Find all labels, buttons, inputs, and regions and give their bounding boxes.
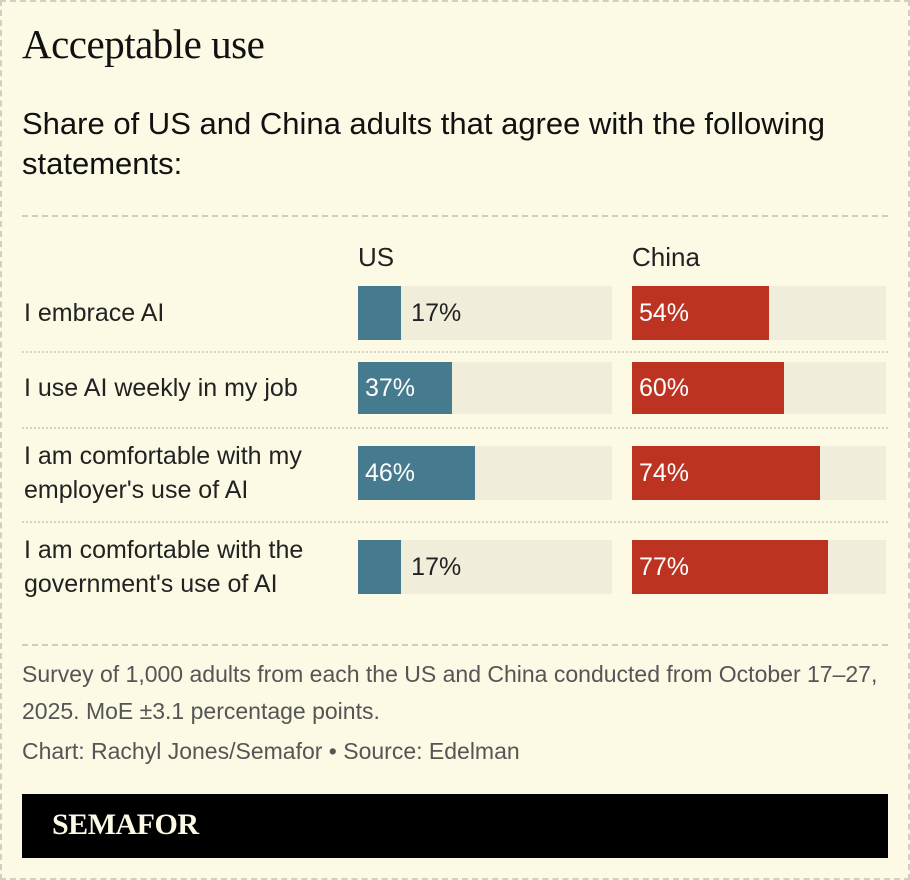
bar-us: [358, 362, 452, 414]
data-label: 37%: [365, 373, 416, 402]
column-header-china: China: [632, 242, 700, 272]
bar-us: [358, 540, 402, 594]
data-label: 17%: [411, 552, 462, 581]
bar-track-us: 37%: [358, 362, 612, 414]
row-label: I am comfortable with the government's u…: [24, 536, 304, 598]
divider: [22, 215, 888, 217]
data-label: 74%: [639, 458, 690, 487]
methodology-note: Survey of 1,000 adults from each the US …: [22, 661, 878, 724]
bar-china: [632, 362, 785, 414]
row-separator: [22, 521, 888, 523]
data-label: 77%: [639, 552, 690, 581]
row-label: I use AI weekly in my job: [24, 374, 298, 402]
chart-title: Acceptable use: [22, 21, 265, 67]
bar-us: [358, 446, 475, 500]
row-label: I embrace AI: [24, 299, 165, 327]
bar-track-us: 17%: [358, 540, 612, 594]
bar-us: [358, 286, 402, 340]
data-label: 54%: [639, 298, 690, 327]
bar-china: [632, 286, 770, 340]
bar-track-china: 60%: [632, 362, 886, 414]
source-credit: Chart: Rachyl Jones/Semafor • Source: Ed…: [22, 738, 520, 764]
bar-track-china: 77%: [632, 540, 886, 594]
bar-track-china: 54%: [632, 286, 886, 340]
data-label: 17%: [411, 298, 462, 327]
row-label: I am comfortable with my employer's use …: [24, 442, 302, 504]
row-separator: [22, 427, 888, 429]
bar-track-us: 17%: [358, 286, 612, 340]
row-separator: [22, 351, 888, 353]
footer-bar: SEMAFOR: [22, 794, 888, 858]
bar-track-us: 46%: [358, 446, 612, 500]
bar-track-china: 74%: [632, 446, 886, 500]
chart-subtitle: Share of US and China adults that agree …: [22, 106, 826, 181]
semafor-logo: SEMAFOR: [52, 808, 199, 841]
column-header-us: US: [358, 242, 395, 272]
data-label: 60%: [639, 373, 690, 402]
data-label: 46%: [365, 458, 416, 487]
divider: [22, 644, 888, 646]
bar-china: [632, 540, 828, 594]
bar-china: [632, 446, 820, 500]
